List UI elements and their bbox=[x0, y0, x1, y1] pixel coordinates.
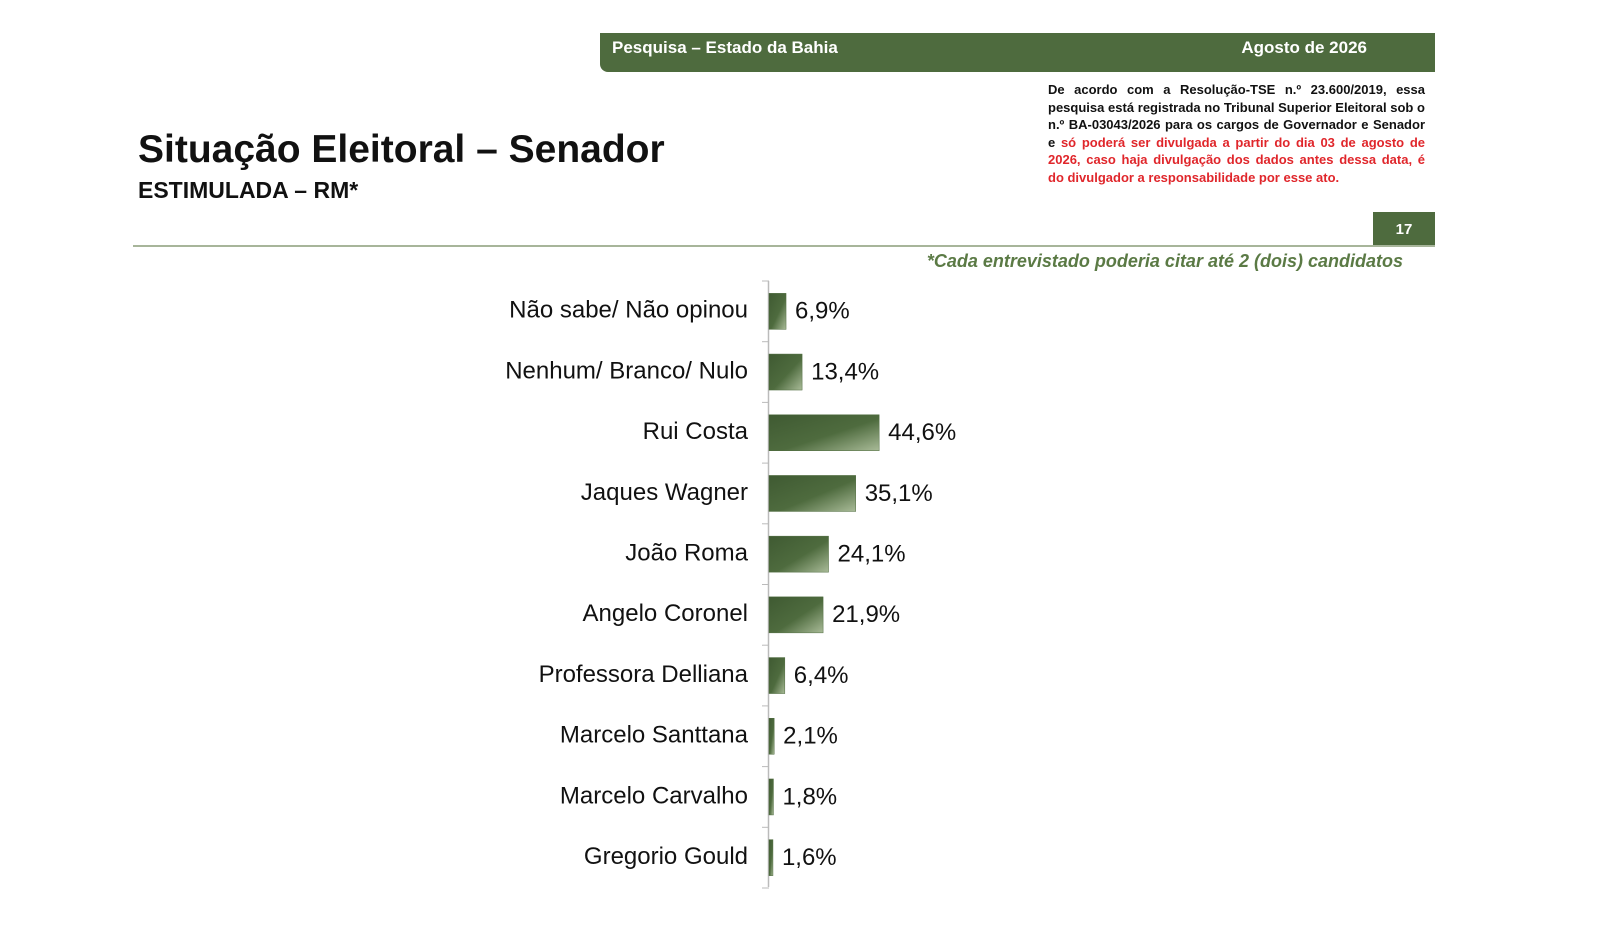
value-label: 6,9% bbox=[795, 298, 850, 325]
value-label: 1,8% bbox=[782, 783, 837, 810]
category-label: Não sabe/ Não opinou bbox=[509, 297, 748, 324]
bar bbox=[768, 596, 824, 634]
bar bbox=[768, 535, 829, 573]
divider bbox=[133, 245, 1435, 247]
header-bar: Pesquisa – Estado da Bahia Agosto de 202… bbox=[600, 33, 1435, 72]
header-left: Pesquisa – Estado da Bahia bbox=[612, 38, 838, 57]
value-label: 24,1% bbox=[838, 540, 906, 567]
header-right: Agosto de 2026 bbox=[1241, 38, 1367, 57]
bar bbox=[768, 778, 774, 816]
bar bbox=[768, 718, 775, 755]
page-number: 17 bbox=[1373, 212, 1435, 247]
value-label: 21,9% bbox=[832, 601, 900, 628]
category-label: Angelo Coronel bbox=[583, 600, 748, 627]
value-label: 13,4% bbox=[811, 358, 879, 385]
value-label: 35,1% bbox=[865, 480, 933, 507]
title: Situação Eleitoral – Senador bbox=[138, 128, 665, 171]
value-label: 2,1% bbox=[783, 723, 838, 750]
bar bbox=[768, 475, 856, 512]
note: *Cada entrevistado poderia citar até 2 (… bbox=[926, 251, 1403, 271]
subtitle: ESTIMULADA – RM* bbox=[138, 177, 359, 203]
bar bbox=[768, 293, 787, 330]
category-label: Jaques Wagner bbox=[581, 479, 748, 506]
category-label: Gregorio Gould bbox=[584, 843, 748, 870]
category-label: Professora Delliana bbox=[539, 661, 749, 688]
category-label: Marcelo Carvalho bbox=[560, 782, 748, 809]
bar bbox=[768, 414, 880, 451]
category-label: Marcelo Santtana bbox=[560, 722, 749, 749]
disclaimer: De acordo com a Resolução-TSE n.º 23.600… bbox=[1048, 81, 1425, 187]
bar bbox=[768, 839, 774, 876]
value-label: 44,6% bbox=[888, 419, 956, 446]
category-label: Rui Costa bbox=[643, 418, 749, 445]
category-label: Nenhum/ Branco/ Nulo bbox=[505, 357, 748, 384]
disclaimer-highlight: só poderá ser divulgada a partir do dia … bbox=[1048, 134, 1425, 185]
value-label: 1,6% bbox=[782, 844, 837, 871]
value-label: 6,4% bbox=[794, 662, 849, 689]
category-label: João Roma bbox=[625, 539, 748, 566]
bar bbox=[768, 353, 803, 391]
bar bbox=[768, 657, 786, 694]
disclaimer-text: De acordo com a Resolução-TSE n.º 23.600… bbox=[1048, 82, 1425, 150]
